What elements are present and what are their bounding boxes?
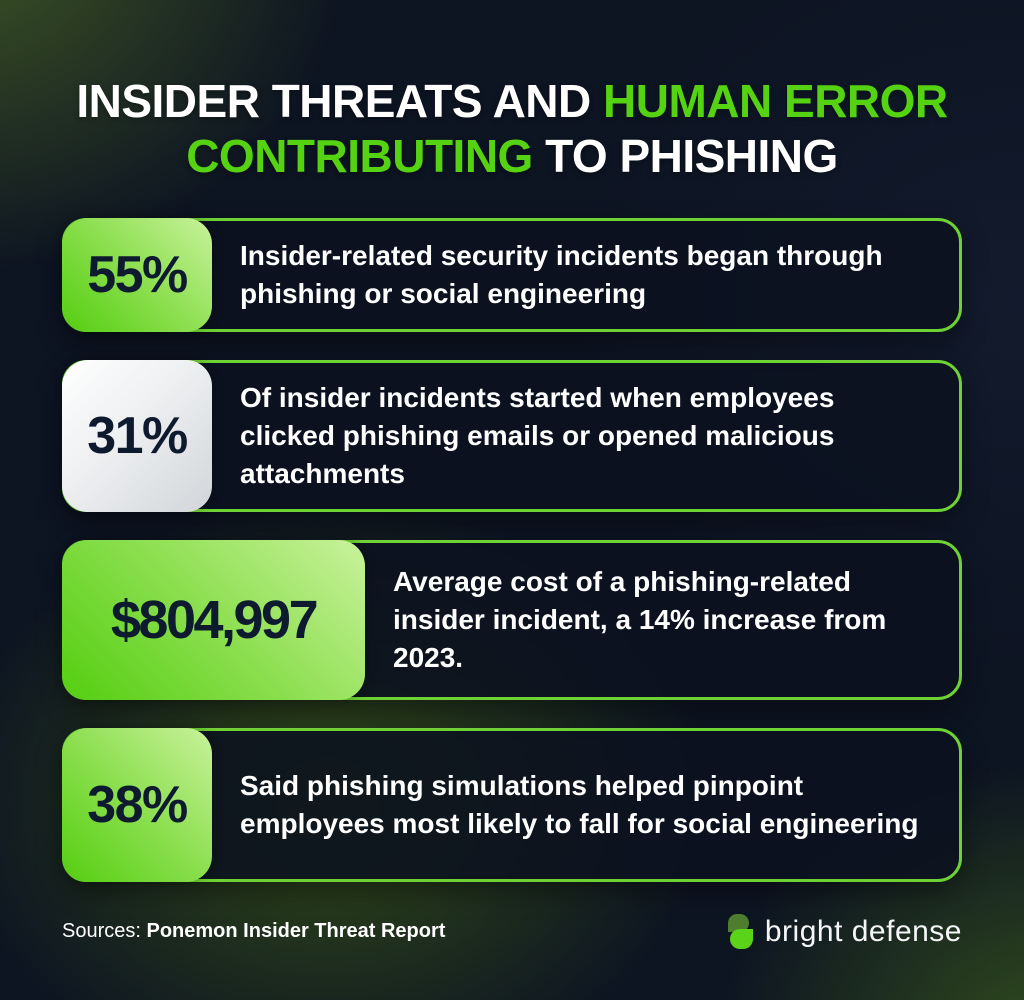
stat-text: Said phishing simulations helped pinpoin…	[240, 770, 919, 839]
sources-value: Ponemon Insider Threat Report	[146, 920, 446, 942]
sources-label: Sources:	[62, 920, 141, 942]
brand-name: bright defense	[764, 914, 962, 948]
brand-logo: bright defense	[727, 914, 962, 949]
stat-value: 38%	[87, 776, 188, 834]
stat-badge: 38%	[62, 728, 212, 882]
stat-card-55-percent: 55% Insider-related security incidents b…	[62, 218, 962, 332]
stat-card-31-percent: 31% Of insider incidents started when em…	[62, 360, 962, 512]
stat-text: Insider-related security incidents began…	[240, 240, 883, 309]
title-text-white: INSIDER THREATS AND	[76, 75, 591, 127]
stat-value: 55%	[87, 246, 188, 304]
stat-badge: $804,997	[62, 540, 365, 700]
title-text-green: HUMAN ERROR	[603, 75, 948, 127]
sources: Sources: Ponemon Insider Threat Report	[62, 920, 445, 943]
title-line-1: INSIDER THREATS AND HUMAN ERROR	[62, 74, 962, 129]
stat-cards: 55% Insider-related security incidents b…	[62, 218, 962, 882]
stat-badge: 31%	[62, 360, 212, 512]
stat-value: $804,997	[110, 590, 319, 650]
footer: Sources: Ponemon Insider Threat Report b…	[62, 914, 962, 949]
title-text-green: CONTRIBUTING	[186, 130, 533, 182]
stat-card-average-cost: $804,997 Average cost of a phishing-rela…	[62, 540, 962, 700]
stat-value: 31%	[87, 407, 188, 465]
bright-defense-leaf-icon	[727, 914, 753, 949]
title-line-2: CONTRIBUTING TO PHISHING	[62, 129, 962, 184]
leaf-bottom-shape	[729, 929, 753, 949]
stat-badge: 55%	[62, 218, 212, 332]
page-title: INSIDER THREATS AND HUMAN ERROR CONTRIBU…	[62, 74, 962, 184]
stat-text: Of insider incidents started when employ…	[240, 382, 835, 489]
stat-card-38-percent: 38% Said phishing simulations helped pin…	[62, 728, 962, 882]
stat-text: Average cost of a phishing-related insid…	[393, 566, 887, 673]
title-text-white: TO PHISHING	[545, 130, 838, 182]
leaf-top-shape	[727, 914, 749, 932]
